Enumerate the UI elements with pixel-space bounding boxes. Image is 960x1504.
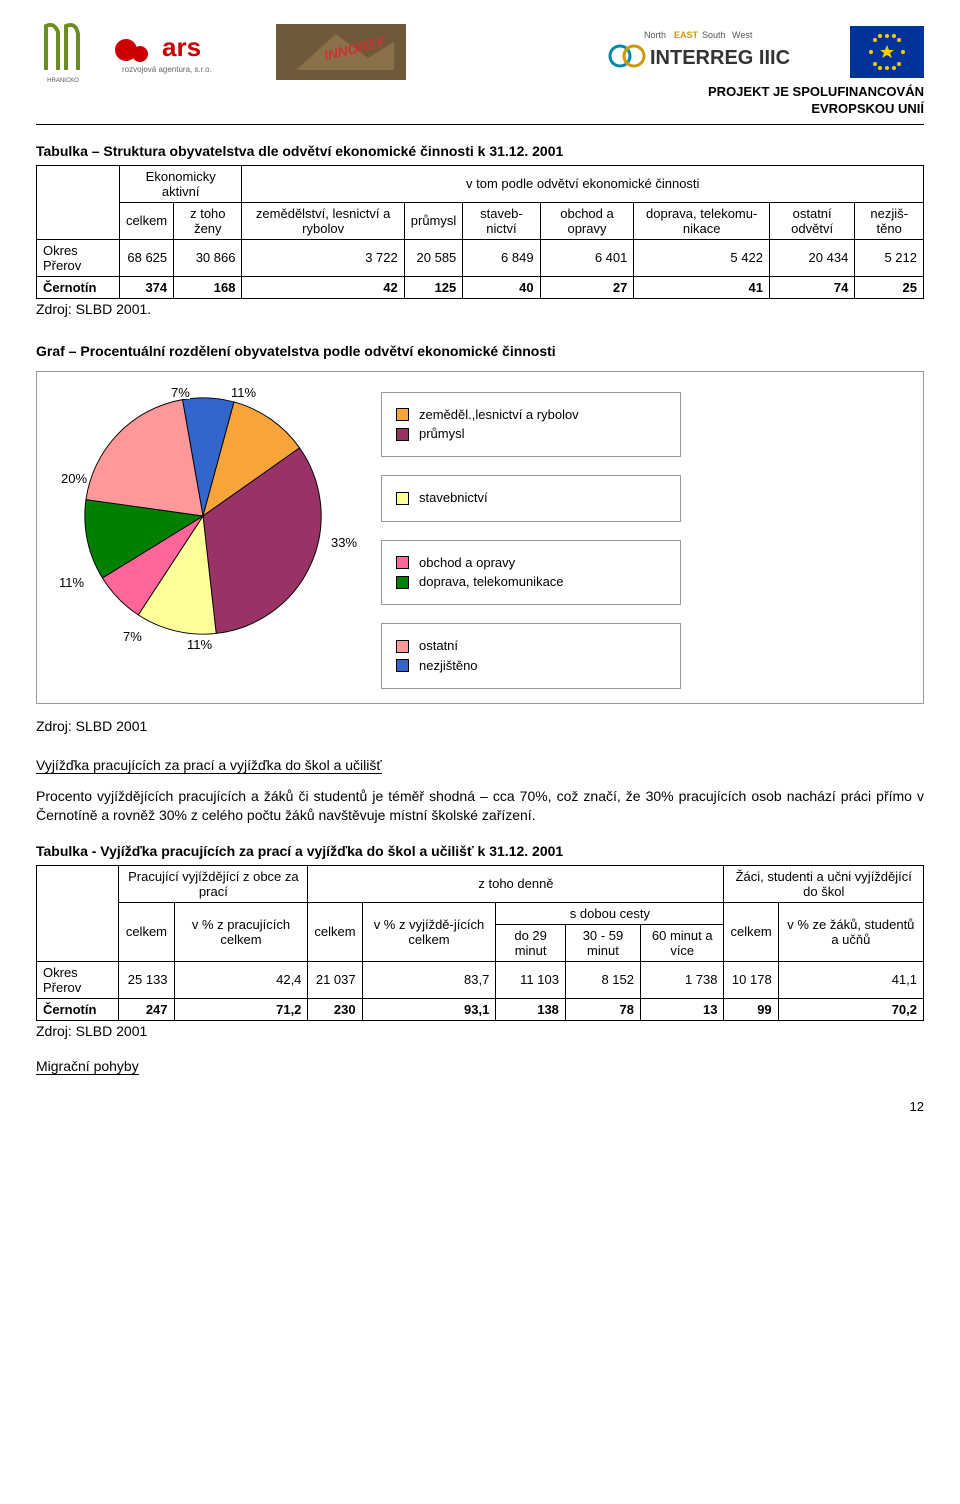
pie-slice-label: 11% [187, 638, 212, 651]
th-staveb: staveb-nictví [463, 202, 540, 239]
th-celkem: celkem [119, 202, 173, 239]
table-row: Okres Přerov 68 625 30 866 3 722 20 585 … [37, 239, 924, 276]
row-label: Černotín [37, 276, 120, 298]
legend-swatch [396, 576, 409, 589]
th-zemedel: zemědělství, lesnictví a rybolov [242, 202, 404, 239]
th-zeny: z toho ženy [174, 202, 242, 239]
svg-text:North: North [644, 30, 666, 40]
pie-slice-label: 11% [231, 386, 256, 399]
row-label: Okres Přerov [37, 961, 119, 998]
project-line1: PROJEKT JE SPOLUFINANCOVÁN [708, 84, 924, 99]
legend-label: stavebnictví [419, 491, 488, 505]
legend-label: zeměděl.,lesnictví a rybolov [419, 408, 579, 422]
th-30-59: 30 - 59 minut [565, 924, 640, 961]
source3: Zdroj: SLBD 2001 [36, 1023, 924, 1039]
th-prumysl: průmysl [404, 202, 463, 239]
th-celkem1: celkem [119, 902, 174, 961]
legend-block: ostatní nezjištěno [381, 623, 681, 689]
table-row: Okres Přerov 25 133 42,4 21 037 83,7 11 … [37, 961, 924, 998]
legend-item: ostatní [396, 639, 666, 653]
th-vtom: v tom podle odvětví ekonomické činnosti [242, 165, 924, 202]
th-ostatni: ostatní odvětví [769, 202, 854, 239]
svg-text:EAST: EAST [674, 30, 699, 40]
pie-slice-label: 20% [61, 472, 87, 485]
th-celkem2: celkem [308, 902, 362, 961]
legend-label: obchod a opravy [419, 556, 515, 570]
svg-text:ars: ars [162, 32, 201, 62]
svg-text:rozvojová agentura, s.r.o.: rozvojová agentura, s.r.o. [122, 65, 212, 74]
legend-label: doprava, telekomunikace [419, 575, 564, 589]
pie-chart: 7%11%20%33%11%7%11% [53, 386, 353, 646]
th-vpct-zaku: v % ze žáků, studentů a učňů [778, 902, 923, 961]
source1: Zdroj: SLBD 2001. [36, 301, 924, 317]
pie-slice-label: 11% [59, 576, 84, 589]
th-s-dobou: s dobou cesty [496, 902, 724, 924]
legend-label: průmysl [419, 427, 465, 441]
section-heading: Vyjížďka pracujících za prací a vyjížďka… [36, 757, 382, 774]
table2-title: Tabulka - Vyjížďka pracujících za prací … [36, 843, 924, 859]
table1-title: Tabulka – Struktura obyvatelstva dle odv… [36, 143, 924, 159]
th-zaci: Žáci, studenti a učni vyjíždějící do ško… [724, 865, 924, 902]
th-ztoho-denne: z toho denně [308, 865, 724, 902]
row-label: Černotín [37, 998, 119, 1020]
pie-slice-label: 7% [123, 630, 142, 643]
logo-interreg: North EAST South West INTERREG IIIC [602, 26, 832, 78]
header-subtitle: PROJEKT JE SPOLUFINANCOVÁN EVROPSKOU UNI… [36, 84, 924, 118]
logo-eu-flag [850, 26, 924, 78]
migrace-heading: Migrační pohyby [36, 1058, 139, 1075]
th-do29: do 29 minut [496, 924, 566, 961]
th-vpct-prac: v % z pracujících celkem [174, 902, 308, 961]
legend-item: nezjištěno [396, 659, 666, 673]
svg-text:West: West [732, 30, 753, 40]
legend-item: průmysl [396, 427, 666, 441]
row-label: Okres Přerov [37, 239, 120, 276]
legend-block: stavebnictví [381, 475, 681, 521]
chart-container: 7% 11% 20% 33% 11% 7% 11% zeměděl.,lesnictví a… [36, 371, 924, 704]
header-logos: HRANICKO ars rozvojová agentura, s.r.o. … [36, 20, 924, 84]
legend-swatch [396, 428, 409, 441]
legend-item: obchod a opravy [396, 556, 666, 570]
legend-item: zeměděl.,lesnictví a rybolov [396, 408, 666, 422]
chart-title: Graf – Procentuální rozdělení obyvatelst… [36, 343, 924, 359]
source2: Zdroj: SLBD 2001 [36, 718, 924, 734]
legend-swatch [396, 556, 409, 569]
th-doprava: doprava, telekomu-nikace [634, 202, 770, 239]
legend-block: obchod a opravy doprava, telekomunikace [381, 540, 681, 606]
project-line2: EVROPSKOU UNIÍ [811, 101, 924, 116]
legend-swatch [396, 492, 409, 505]
header-divider [36, 124, 924, 125]
pie-slice-label: 7% [171, 386, 190, 399]
table-row: Černotín 374 168 42 125 40 27 41 74 25 [37, 276, 924, 298]
page-number: 12 [36, 1099, 924, 1114]
th-prac: Pracující vyjíždějící z obce za prací [119, 865, 308, 902]
pie-slice-label: 33% [331, 536, 357, 549]
svg-text:HRANICKO: HRANICKO [47, 78, 79, 84]
logo-innoref: INNOREF [276, 24, 406, 80]
section-paragraph: Procento vyjíždějících pracujících a žák… [36, 787, 924, 825]
svg-text:South: South [702, 30, 726, 40]
legend-block: zeměděl.,lesnictví a rybolov průmysl [381, 392, 681, 458]
th-60: 60 minut a více [640, 924, 724, 961]
th-vpct-vyj: v % z vyjíždě-jících celkem [362, 902, 496, 961]
legend: zeměděl.,lesnictví a rybolov průmysl stave… [381, 392, 681, 689]
legend-item: doprava, telekomunikace [396, 575, 666, 589]
th-celkem3: celkem [724, 902, 778, 961]
table-row: Černotín 247 71,2 230 93,1 138 78 13 99 … [37, 998, 924, 1020]
table1: Ekonomicky aktivní v tom podle odvětví e… [36, 165, 924, 299]
legend-label: nezjištěno [419, 659, 478, 673]
th-obchod: obchod a opravy [540, 202, 634, 239]
legend-swatch [396, 408, 409, 421]
logo-hranicko: HRANICKO [36, 20, 90, 84]
legend-item: stavebnictví [396, 491, 666, 505]
legend-swatch [396, 659, 409, 672]
th-nezjis: nezjiš-těno [855, 202, 924, 239]
legend-label: ostatní [419, 639, 458, 653]
logo-ars: ars rozvojová agentura, s.r.o. [108, 30, 258, 74]
svg-text:INTERREG IIIC: INTERREG IIIC [650, 47, 790, 69]
table2: Pracující vyjíždějící z obce za prací z … [36, 865, 924, 1021]
th-eco-active: Ekonomicky aktivní [119, 165, 242, 202]
legend-swatch [396, 640, 409, 653]
